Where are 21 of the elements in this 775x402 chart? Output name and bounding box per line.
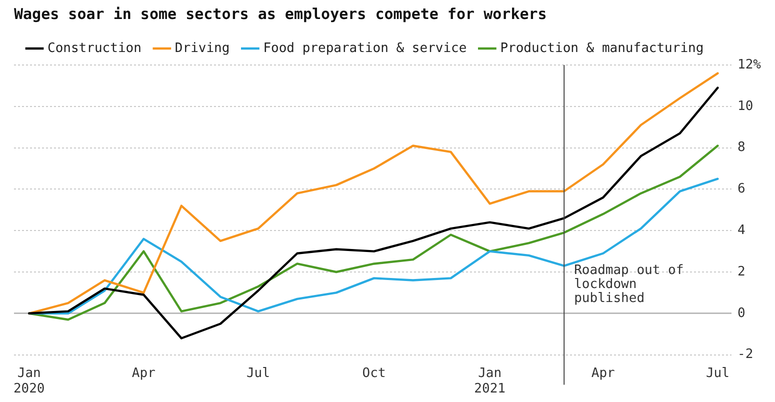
y-tick-label: 6 — [738, 182, 746, 197]
y-tick-label: 10 — [738, 98, 754, 114]
y-tick-label: 0 — [738, 306, 746, 321]
y-tick-label: 4 — [738, 222, 746, 238]
y-tick-label: 8 — [738, 140, 746, 156]
legend-label: Food preparation & service — [263, 40, 467, 56]
legend-label: Driving — [174, 40, 230, 56]
x-tick-label: Jul — [706, 366, 730, 381]
x-tick-label: Jan 2021 — [474, 366, 506, 397]
x-tick-label: Jan 2020 — [13, 366, 45, 397]
y-tick-label: -2 — [738, 347, 754, 362]
x-tick-label: Apr — [132, 366, 156, 381]
x-tick-label: Apr — [591, 366, 616, 381]
y-tick-label: 12% — [738, 57, 762, 72]
y-tick-label: 2 — [738, 264, 746, 280]
x-tick-label: Jul — [246, 366, 270, 381]
ref-line-label: Roadmap out of lockdown published — [574, 262, 684, 306]
legend-label: Production & manufacturing — [500, 40, 704, 56]
chart-title: Wages soar in some sectors as employers compete for workers — [14, 4, 547, 23]
x-tick-label: Oct — [362, 366, 386, 381]
legend-label: Construction — [48, 40, 142, 56]
